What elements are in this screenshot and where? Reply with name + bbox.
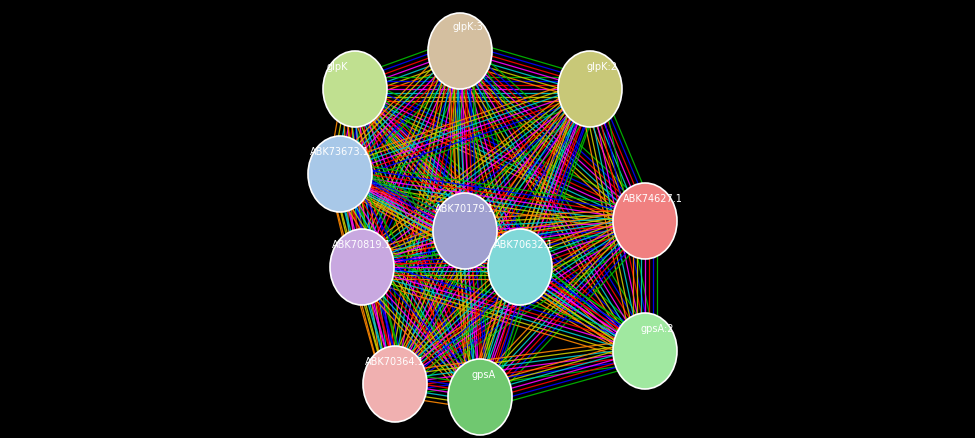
Text: ABK70632.1: ABK70632.1 — [494, 240, 554, 249]
Text: ABK70179.1: ABK70179.1 — [435, 204, 495, 213]
Text: glpK: glpK — [327, 62, 348, 72]
Ellipse shape — [330, 230, 394, 305]
Text: glpK:3: glpK:3 — [452, 22, 484, 32]
Ellipse shape — [308, 137, 372, 212]
Text: glpK:2: glpK:2 — [587, 62, 617, 72]
Text: ABK70364.1: ABK70364.1 — [366, 356, 425, 366]
Text: gpsA: gpsA — [472, 369, 496, 379]
Ellipse shape — [433, 194, 497, 269]
Ellipse shape — [488, 230, 552, 305]
Text: ABK74627.1: ABK74627.1 — [623, 194, 682, 204]
Ellipse shape — [448, 359, 512, 435]
Text: ABK73673.1: ABK73673.1 — [310, 147, 370, 157]
Ellipse shape — [363, 346, 427, 422]
Ellipse shape — [613, 313, 677, 389]
Text: gpsA:2: gpsA:2 — [641, 323, 674, 333]
Text: ABK70819.1: ABK70819.1 — [332, 240, 392, 249]
Ellipse shape — [428, 14, 492, 90]
Ellipse shape — [613, 184, 677, 259]
Ellipse shape — [323, 52, 387, 128]
Ellipse shape — [558, 52, 622, 128]
